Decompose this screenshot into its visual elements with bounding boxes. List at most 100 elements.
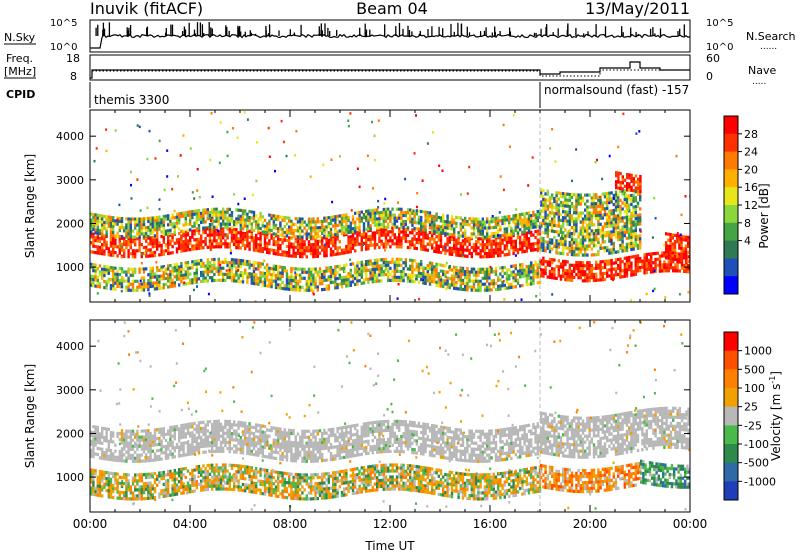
power-echo-cell — [505, 244, 509, 248]
power-echo-cell — [149, 284, 152, 289]
velocity-echo-cell — [105, 436, 108, 440]
power-echo-cell — [274, 267, 278, 271]
power-echo-cell — [413, 214, 416, 219]
power-echo-cell — [217, 242, 220, 246]
power-echo-cell — [402, 233, 405, 237]
power-echo-cell — [548, 275, 552, 279]
power-echo-cell — [435, 218, 438, 222]
power-echo-cell — [619, 216, 622, 220]
power-echo-cell — [246, 212, 249, 216]
power-echo-cell — [400, 269, 403, 274]
power-echo-cell — [588, 193, 591, 197]
power-echo-cell — [228, 267, 231, 271]
power-echo-cell — [360, 272, 363, 276]
power-echo-cell — [151, 228, 154, 232]
power-echo-cell — [105, 230, 108, 234]
power-echo-cell — [393, 222, 396, 226]
power-echo-cell — [402, 270, 405, 274]
power-echo-cell — [219, 210, 223, 214]
power-echo-cell — [566, 213, 569, 217]
power-echo-cell — [409, 243, 412, 247]
power-echo-cell — [169, 228, 172, 232]
power-echo-cell — [678, 243, 681, 247]
velocity-echo-cell — [120, 453, 124, 457]
power-echo-cell — [376, 226, 379, 230]
power-echo-cell — [149, 248, 152, 252]
power-echo-cell — [586, 264, 589, 268]
power-echo-cell — [382, 273, 385, 277]
power-echo-cell — [351, 277, 355, 281]
power-echo-cell — [433, 240, 436, 244]
power-echo-cell — [296, 288, 300, 292]
power-echo-cell — [129, 273, 132, 277]
power-echo-cell — [562, 222, 565, 226]
power-echo-cell — [204, 279, 207, 283]
power-echo-cell — [224, 257, 227, 261]
power-echo-cell — [678, 258, 681, 262]
power-echo-cell — [497, 287, 500, 291]
power-echo-cell — [261, 224, 264, 228]
power-echo-cell — [288, 236, 291, 240]
power-echo-cell — [299, 240, 302, 244]
power-echo-cell — [606, 206, 609, 211]
power-echo-cell — [189, 147, 192, 150]
power-echo-cell — [173, 216, 176, 220]
power-echo-cell — [149, 239, 152, 243]
power-echo-cell — [134, 270, 137, 274]
power-echo-cell — [112, 287, 115, 291]
power-echo-cell — [358, 230, 361, 234]
power-echo-cell — [617, 217, 620, 221]
power-echo-cell — [274, 232, 278, 236]
power-echo-cell — [610, 230, 613, 234]
power-echo-cell — [367, 209, 370, 213]
power-echo-cell — [387, 272, 390, 276]
power-echo-cell — [160, 252, 163, 257]
power-echo-cell — [612, 226, 615, 231]
power-echo-cell — [400, 257, 403, 262]
power-echo-cell — [573, 205, 576, 209]
power-echo-cell — [435, 271, 438, 275]
velocity-echo-cell — [129, 438, 132, 442]
power-echo-cell — [272, 236, 275, 241]
power-echo-cell — [428, 264, 432, 268]
power-echo-cell — [404, 177, 407, 181]
power-echo-cell — [512, 251, 515, 256]
power-echo-cell — [472, 226, 476, 230]
power-echo-cell — [634, 223, 637, 227]
power-echo-cell — [213, 260, 216, 265]
power-echo-cell — [191, 260, 194, 264]
power-echo-cell — [639, 207, 642, 211]
power-echo-cell — [112, 222, 115, 226]
power-echo-cell — [160, 230, 163, 234]
power-echo-cell — [167, 264, 170, 268]
power-echo-cell — [283, 238, 286, 242]
power-echo-cell — [639, 219, 642, 223]
velocity-echo-cell — [107, 445, 110, 449]
power-echo-cell — [606, 221, 609, 226]
power-echo-cell — [548, 241, 552, 245]
power-echo-cell — [665, 254, 668, 258]
power-echo-cell — [470, 217, 473, 221]
power-echo-cell — [497, 234, 500, 237]
power-echo-cell — [568, 216, 571, 221]
power-echo-cell — [395, 216, 399, 220]
power-echo-cell — [241, 234, 245, 238]
power-echo-cell — [279, 238, 282, 242]
power-echo-cell — [542, 221, 545, 226]
power-echo-cell — [301, 237, 304, 241]
power-echo-cell — [501, 241, 504, 245]
power-echo-cell — [334, 215, 337, 219]
power-echo-cell — [301, 249, 304, 253]
power-echo-cell — [257, 282, 260, 286]
power-echo-cell — [215, 278, 218, 282]
power-echo-cell — [292, 288, 295, 292]
power-echo-cell — [376, 264, 379, 268]
power-echo-cell — [228, 264, 231, 268]
power-echo-cell — [351, 243, 355, 247]
power-echo-cell — [581, 270, 585, 274]
power-echo-cell — [503, 227, 506, 231]
power-echo-cell — [527, 184, 530, 187]
power-echo-cell — [586, 214, 589, 218]
power-echo-cell — [211, 270, 214, 274]
power-echo-cell — [305, 255, 308, 259]
